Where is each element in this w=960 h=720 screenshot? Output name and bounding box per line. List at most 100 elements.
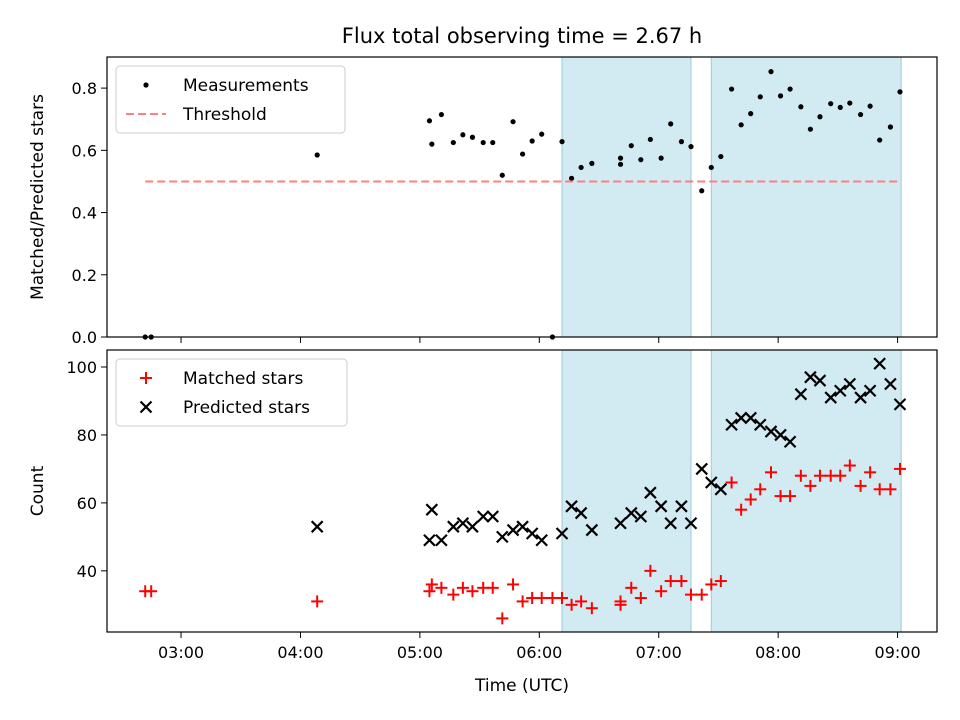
bottom-predicted-stars-point-31-b bbox=[734, 411, 748, 425]
top-measurements-point-51 bbox=[897, 89, 903, 95]
bottom-matched-stars-point-8 bbox=[456, 581, 469, 594]
bottom-predicted-stars-point-38-b bbox=[804, 370, 817, 384]
bottom-predicted-stars-point-47-b bbox=[893, 398, 907, 411]
top-measurements-point-21 bbox=[589, 160, 595, 166]
bottom-matched-stars-point-33 bbox=[714, 575, 727, 588]
bottom-predicted-stars-point-36 bbox=[783, 435, 797, 449]
bottom-predicted-stars-point-20 bbox=[624, 506, 638, 520]
bottom-matched-stars-point-2 bbox=[145, 585, 158, 598]
bottom-predicted-stars-point-18-b bbox=[585, 523, 599, 537]
bottom-matched-stars-point-46 bbox=[843, 459, 856, 472]
top-shaded-interval-1 bbox=[561, 56, 692, 338]
bottom-matched-stars-point-35 bbox=[735, 503, 748, 516]
top-measurements-point-7 bbox=[450, 139, 456, 146]
bottom-predicted-stars-point-17-b bbox=[574, 506, 588, 520]
bottom-predicted-stars-point-5 bbox=[447, 520, 460, 533]
top-measurements-point-18 bbox=[559, 139, 565, 145]
bottom-predicted-stars-point-44-b bbox=[863, 384, 877, 398]
bottom-predicted-stars-point-1 bbox=[310, 520, 324, 533]
bottom-predicted-stars-point-35 bbox=[774, 428, 787, 442]
bottom-matched-stars-point-29 bbox=[675, 575, 688, 588]
bottom-predicted-stars-point-16 bbox=[565, 500, 578, 513]
bottom-legend-label-1: Matched stars bbox=[183, 369, 303, 389]
x-tick-label-2: 04:00 bbox=[277, 643, 323, 662]
top-y-tick-label-5: 0.8 bbox=[72, 79, 97, 98]
bottom-predicted-stars-point-11 bbox=[506, 523, 520, 537]
bottom-predicted-stars-point-14 bbox=[535, 533, 548, 547]
bottom-predicted-stars-point-18 bbox=[585, 523, 599, 537]
bottom-predicted-stars-point-38 bbox=[804, 370, 817, 384]
bottom-matched-stars-point-19 bbox=[565, 598, 578, 611]
top-legend: Measurements Threshold bbox=[115, 65, 346, 134]
bottom-plot-frame bbox=[106, 349, 938, 633]
x-tick-label-3: 05:00 bbox=[397, 643, 443, 662]
top-measurements-point-47 bbox=[857, 111, 864, 118]
bottom-predicted-stars-point-12 bbox=[516, 520, 529, 533]
bottom-predicted-stars-point-17 bbox=[574, 506, 588, 520]
top-shaded-interval-2 bbox=[710, 56, 902, 338]
top-plot-frame bbox=[106, 56, 938, 338]
top-y-tick-label-2: 0.2 bbox=[72, 266, 97, 285]
top-measurements-point-15 bbox=[529, 138, 535, 144]
top-measurements-point-16 bbox=[539, 131, 545, 137]
bottom-matched-stars-point-24 bbox=[625, 581, 638, 594]
bottom-predicted-stars-point-16-b bbox=[565, 500, 578, 513]
top-measurements-point-12 bbox=[499, 172, 505, 178]
x-tick-label-6: 08:00 bbox=[755, 643, 801, 662]
top-measurements-point-8 bbox=[460, 132, 466, 138]
bottom-matched-stars-point-13 bbox=[507, 578, 520, 591]
bottom-predicted-stars-point-2-b bbox=[423, 533, 436, 547]
bottom-predicted-stars-point-10 bbox=[496, 530, 509, 544]
top-measurements-point-33 bbox=[718, 153, 724, 160]
bottom-predicted-stars-point-33 bbox=[753, 418, 767, 432]
bottom-predicted-stars-point-21-b bbox=[634, 510, 648, 523]
bottom-predicted-stars-point-23 bbox=[654, 500, 668, 513]
bottom-predicted-stars-point-31 bbox=[734, 411, 748, 425]
top-measurements-point-27 bbox=[658, 155, 664, 161]
bottom-matched-stars-point-3 bbox=[311, 595, 324, 608]
bottom-matched-stars-point-43 bbox=[813, 469, 826, 482]
bottom-predicted-stars-point-9-b bbox=[486, 510, 500, 523]
top-measurements-point-24 bbox=[628, 143, 634, 149]
bottom-predicted-stars-point-29-b bbox=[714, 483, 728, 496]
top-measurements-point-28 bbox=[668, 121, 674, 127]
top-measurements-point-46 bbox=[847, 100, 853, 106]
bottom-predicted-stars-point-36-b bbox=[783, 435, 797, 449]
bottom-matched-stars-point-11 bbox=[486, 581, 499, 594]
top-legend-label-2: Threshold bbox=[182, 105, 267, 125]
x-tick-label-1: 03:00 bbox=[158, 643, 204, 662]
bottom-predicted-stars-point-27-b bbox=[695, 462, 709, 476]
top-measurements-point-49 bbox=[877, 137, 883, 143]
bottom-legend: Matched stars Predicted stars bbox=[115, 358, 348, 427]
bottom-matched-stars-point-21 bbox=[585, 602, 598, 615]
bottom-matched-stars-point-38 bbox=[765, 466, 777, 479]
bottom-matched-stars-point-51 bbox=[893, 462, 906, 475]
top-measurements-point-48 bbox=[867, 103, 873, 109]
bottom-predicted-stars-point-28 bbox=[705, 476, 718, 489]
bottom-predicted-stars-point-8-b bbox=[476, 510, 490, 523]
bottom-matched-stars-point-34 bbox=[725, 476, 738, 489]
bottom-matched-stars-point-36 bbox=[744, 493, 757, 506]
bottom-matched-stars-point-23 bbox=[614, 595, 627, 608]
bottom-matched-stars-point-7 bbox=[447, 588, 460, 601]
top-measurements-point-10 bbox=[480, 139, 486, 146]
bottom-y-tick-label-3: 80 bbox=[77, 426, 97, 445]
bottom-predicted-stars-point-37 bbox=[794, 387, 808, 401]
bottom-matched-stars-point-5 bbox=[425, 578, 438, 591]
bottom-matched-stars-point-37 bbox=[754, 483, 767, 496]
bottom-matched-stars-point-42 bbox=[804, 479, 817, 492]
top-measurements-point-43 bbox=[817, 114, 823, 120]
top-measurements-point-29 bbox=[678, 139, 685, 145]
bottom-predicted-stars-point-21 bbox=[634, 510, 648, 523]
bottom-predicted-stars-point-37-b bbox=[794, 387, 808, 401]
bottom-predicted-stars-point-15-b bbox=[555, 527, 569, 540]
bottom-predicted-stars-point-46-b bbox=[884, 377, 897, 391]
bottom-predicted-stars-point-47 bbox=[893, 398, 907, 411]
bottom-predicted-stars-point-44 bbox=[863, 384, 877, 398]
bottom-matched-stars-point-48 bbox=[864, 466, 877, 479]
top-measurements-point-26 bbox=[647, 136, 653, 143]
top-y-axis-label: Matched/Predicted stars bbox=[28, 94, 48, 300]
top-measurements-point-4 bbox=[426, 118, 433, 124]
top-measurements-point-34 bbox=[728, 86, 735, 92]
